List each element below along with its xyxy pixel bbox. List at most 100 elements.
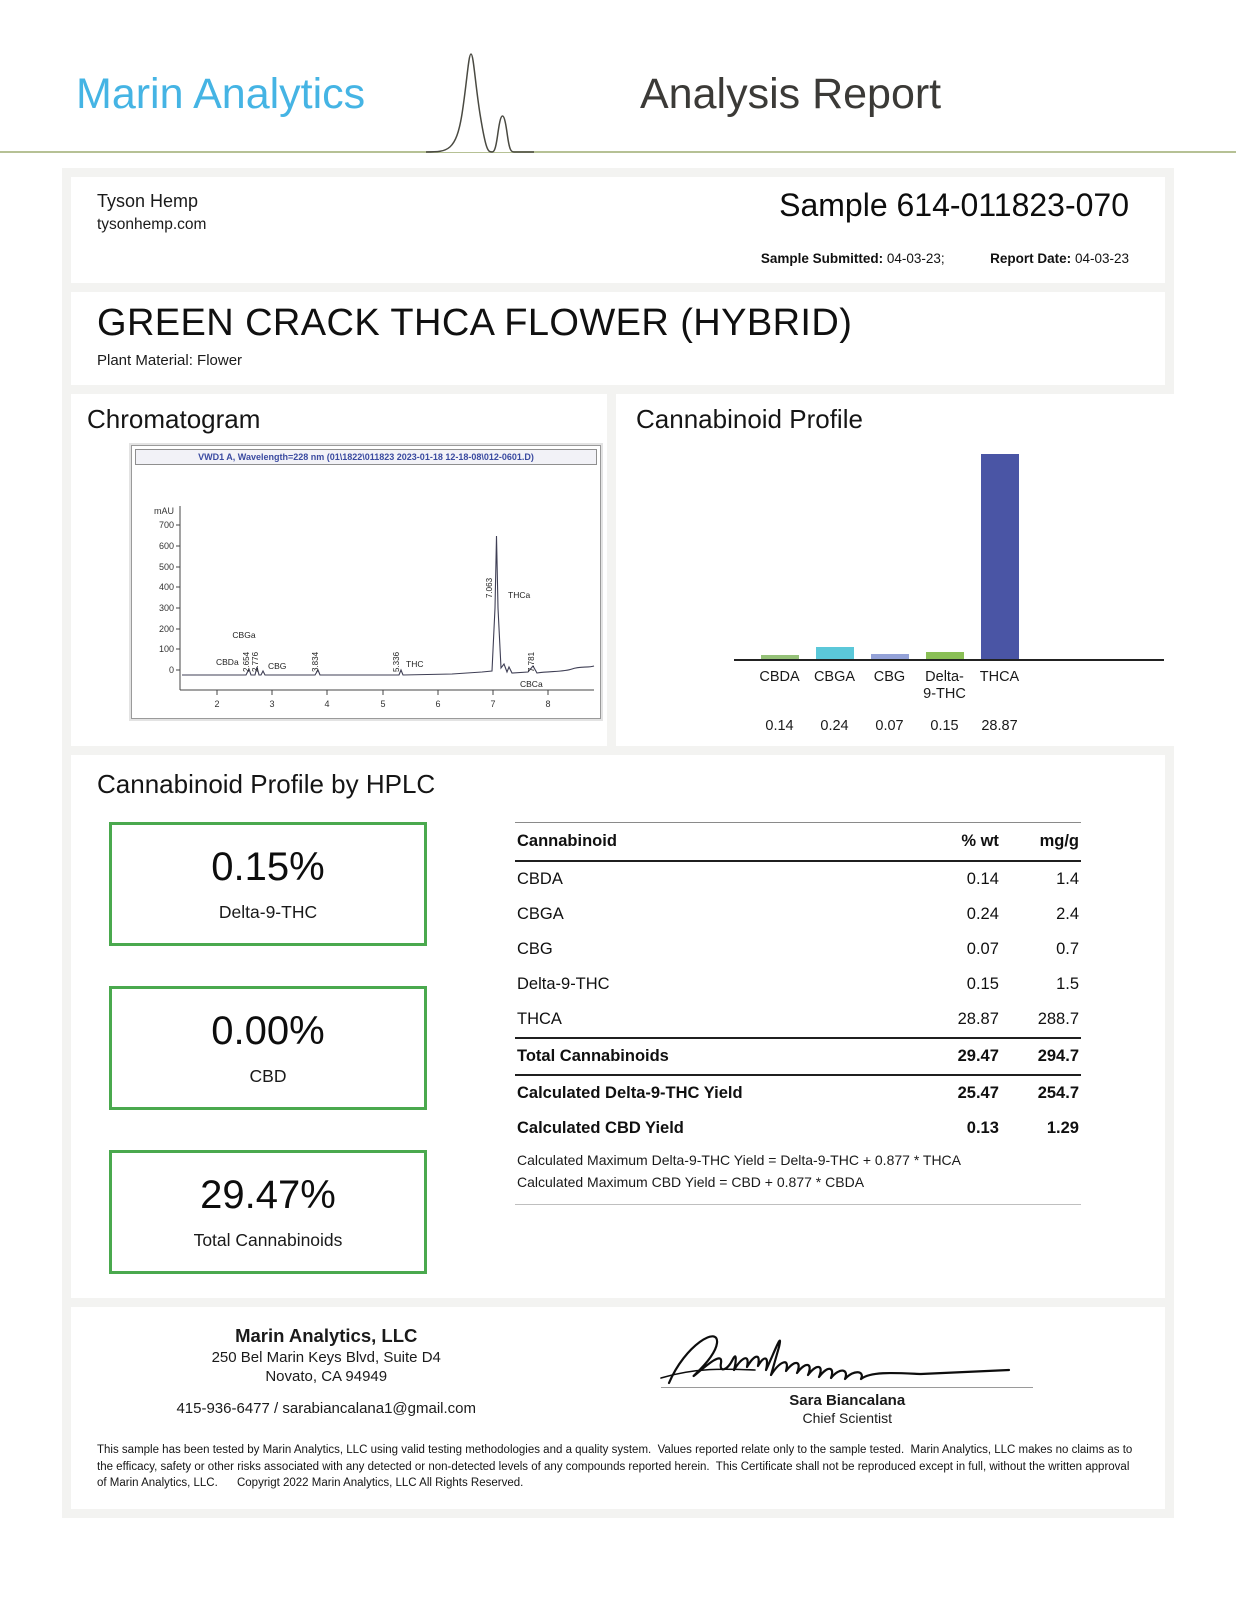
y-tick: 200 (159, 624, 174, 634)
report-date-label: Report Date: (990, 251, 1072, 266)
sample-info-card: Tyson Hemp tysonhemp.com Sample 614-0118… (71, 177, 1165, 283)
x-tick: 2 (214, 699, 219, 709)
profile-bar-chart: CBDA CBGA CBG Delta- 9-THC THCA 0.14 0.24 0.07… (734, 451, 1164, 734)
cell-mgg: 1.29 (1046, 1119, 1079, 1138)
profile-labels-row: CBDA CBGA CBG Delta- 9-THC THCA (752, 661, 1164, 702)
peak-rt: 2.654 (242, 651, 251, 672)
table-row-thca: THCA 28.87 288.7 (515, 1002, 1081, 1040)
y-tick: 400 (159, 582, 174, 592)
table-row-delta-9-thc: Delta-9-THC 0.15 1.5 (515, 967, 1081, 1002)
profile-values-row: 0.14 0.24 0.07 0.15 28.87 (752, 702, 1164, 734)
y-tick: 100 (159, 644, 174, 654)
profile-x-axis (734, 659, 1164, 661)
page-title: Analysis Report (640, 70, 942, 118)
lab-company-block: Marin Analytics, LLC 250 Bel Marin Keys … (97, 1321, 555, 1426)
cell-mgg: 254.7 (1037, 1084, 1079, 1103)
table-row-calculated-delta-9-thc-yield: Calculated Delta-9-THC Yield 25.47 254.7 (515, 1075, 1081, 1111)
col-header-pct: % wt (920, 822, 1001, 863)
cell-pct: 25.47 (957, 1084, 999, 1103)
cell-name: Calculated CBD Yield (517, 1119, 684, 1138)
summary-box-label: Delta-9-THC (218, 902, 318, 923)
bar-cbda (760, 655, 799, 659)
cell-mgg: 288.7 (1000, 1002, 1081, 1040)
hplc-section: Cannabinoid Profile by HPLC 0.15% Delta-9… (71, 755, 1165, 1299)
peak-label-cbg: CBG (268, 661, 286, 671)
table-footnote: Calculated Maximum Delta-9-THC Yield = D… (517, 1152, 962, 1169)
bar-cbga (815, 647, 854, 659)
sample-dates: Sample Submitted: 04-03-23; Report Date:… (761, 251, 1129, 266)
table-row-cbda: CBDA 0.14 1.4 (515, 861, 1081, 897)
bar-category-label: THCA (979, 669, 1020, 685)
signer-name: Sara Biancalana (789, 1392, 906, 1410)
cell-pct: 0.15 (966, 975, 999, 994)
peak-rt: 7.781 (527, 651, 536, 672)
y-tick: 700 (159, 520, 174, 530)
submitted-value: 04-03-23; (886, 251, 945, 266)
chromatogram-section: Chromatogram VWD1 A, Wavelength=228 nm (… (71, 394, 607, 747)
table-row-cbg: CBG 0.07 0.7 (515, 932, 1081, 967)
signature-line (661, 1387, 1034, 1389)
plant-material: Plant Material: Flower (97, 352, 243, 369)
cannabinoid-profile-section: Cannabinoid Profile CBDA CBGA CBG Delta- 9-… (616, 394, 1184, 747)
summary-box-delta-9-thc: 0.15% Delta-9-THC (109, 822, 427, 947)
lab-address-1: 250 Bel Marin Keys Blvd, Suite D4 (211, 1349, 441, 1367)
summary-box-value: 29.47% (200, 1173, 336, 1218)
bar-column-cbga (807, 647, 862, 659)
y-tick: 300 (159, 603, 174, 613)
table-row-cbga: CBGA 0.24 2.4 (515, 897, 1081, 932)
cell-pct: 28.87 (920, 1002, 1001, 1040)
disclaimer-text: This sample has been tested by Marin Ana… (97, 1444, 1136, 1489)
product-title: GREEN CRACK THCA FLOWER (HYBRID) (97, 302, 853, 344)
table-row-total-cannabinoids: Total Cannabinoids 29.47 294.7 (515, 1038, 1081, 1077)
peak-label-thc: THC (406, 659, 423, 669)
x-tick: 4 (324, 699, 329, 709)
peak-label-cbga: CBGa (232, 630, 255, 640)
bar-cbg (870, 654, 909, 659)
y-tick: 0 (169, 665, 174, 675)
bar-value-label: 28.87 (981, 718, 1018, 735)
cell-pct: 0.07 (966, 940, 999, 959)
table-footnotes: Calculated Maximum Delta-9-THC Yield = D… (515, 1146, 1081, 1190)
x-tick: 8 (545, 699, 550, 709)
chromatogram-window: VWD1 A, Wavelength=228 nm (01\1822\01182… (131, 445, 601, 719)
chromatogram-plot: mAU 700 600 500 400 300 200 100 0 2 3 4 … (154, 506, 595, 709)
cell-mgg: 0.7 (1056, 940, 1079, 959)
col-header-cannabinoid: Cannabinoid (515, 822, 921, 863)
bar-category-label: CBGA (813, 669, 856, 685)
peak-rt: 3.834 (311, 651, 320, 672)
bar-column-cbda (752, 655, 807, 659)
bar-thca (980, 454, 1019, 659)
footer-card: Marin Analytics, LLC 250 Bel Marin Keys … (71, 1307, 1165, 1510)
table-bottom-rule (515, 1204, 1081, 1206)
bar-delta-9-thc (925, 652, 964, 659)
lab-contact: 415-936-6477 / sarabiancalana1@gmail.com (176, 1400, 477, 1418)
cell-name: CBGA (517, 905, 564, 924)
signature-block: Sara Biancalana Chief Scientist (555, 1321, 1139, 1426)
cell-mgg: 1.4 (1056, 870, 1079, 889)
cell-mgg: 2.4 (1056, 905, 1079, 924)
table-footnote: Calculated Maximum CBD Yield = CBD + 0.8… (517, 1174, 865, 1191)
chromatogram-peak-logo-icon (0, 53, 1236, 153)
bar-column-cbg (862, 654, 917, 659)
cell-name: CBG (517, 940, 553, 959)
cell-name: Total Cannabinoids (515, 1038, 921, 1077)
x-tick: 5 (380, 699, 385, 709)
cell-pct: 0.24 (966, 905, 999, 924)
bar-category-label: CBG (873, 669, 906, 685)
x-tick: 6 (435, 699, 440, 709)
signer-title: Chief Scientist (802, 1410, 892, 1427)
bar-value-label: 0.07 (875, 718, 904, 735)
summary-boxes: 0.15% Delta-9-THC 0.00% CBD 29.47% Total Cann… (109, 822, 427, 1275)
bar-value-label: 0.14 (765, 718, 794, 735)
summary-box-value: 0.15% (211, 845, 325, 890)
peak-label-cbca: CBCa (520, 679, 543, 689)
chromatogram-instrument-line: VWD1 A, Wavelength=228 nm (01\1822\01182… (135, 449, 597, 465)
cell-pct: 29.47 (920, 1038, 1001, 1077)
summary-box-value: 0.00% (211, 1009, 325, 1054)
summary-box-label: Total Cannabinoids (193, 1230, 343, 1251)
x-tick: 3 (269, 699, 274, 709)
peak-label-thca: THCa (508, 590, 530, 600)
cell-name: THCA (515, 1002, 921, 1040)
cannabinoid-table-body: CBDA 0.14 1.4 CBGA 0.24 2.4 CBG 0.07 0.7 Delta-9-… (515, 861, 1081, 1146)
summary-box-cbd: 0.00% CBD (109, 986, 427, 1111)
